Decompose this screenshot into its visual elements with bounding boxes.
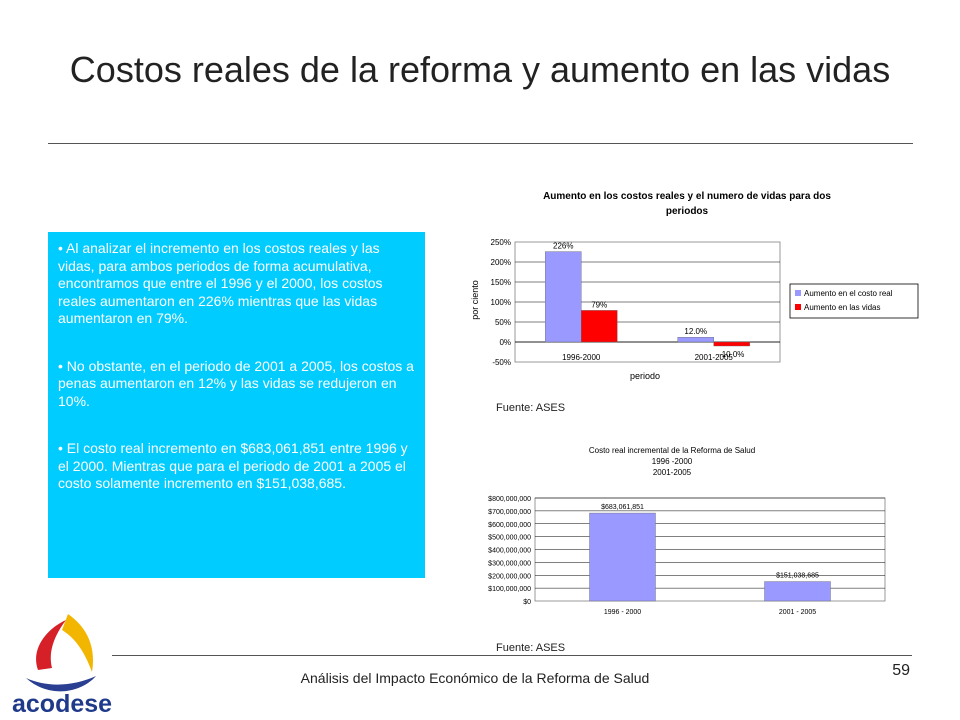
bar: [764, 581, 831, 602]
chart1-ylabel: por ciento: [470, 280, 480, 320]
chart2-subtitle-1: 1996 -2000: [652, 457, 693, 466]
chart2-title: Costo real incremental de la Reforma de …: [589, 446, 755, 455]
chart2-subtitle-2: 2001-2005: [653, 468, 692, 477]
chart1-xlabel: periodo: [630, 371, 660, 381]
data-label: 79%: [591, 300, 607, 309]
bullet-text: • Al analizar el incremento en los costo…: [58, 240, 383, 326]
slide-title: Costos reales de la reforma y aumento en…: [69, 49, 891, 90]
source-note-2: Fuente: ASES: [496, 642, 566, 654]
y-tick-label: $200,000,000: [488, 573, 531, 580]
x-tick-label: 2001-2005: [695, 353, 734, 362]
data-label: $683,061,851: [601, 504, 644, 511]
logo-swoosh-red: [36, 620, 66, 670]
y-tick-label: -50%: [492, 358, 511, 367]
chart1-title-line2: periodos: [666, 206, 709, 217]
chart1-legend: Aumento en el costo real Aumento en las …: [789, 283, 919, 319]
acodese-logo: acodese: [12, 614, 112, 718]
y-tick-label: 150%: [491, 278, 511, 287]
legend-swatch-cost: [795, 290, 801, 296]
y-tick-label: 0%: [499, 338, 511, 347]
y-tick-label: $600,000,000: [488, 522, 531, 529]
y-tick-label: 100%: [491, 298, 511, 307]
chart-percent-increase: Aumento en los costos reales y el numero…: [470, 191, 919, 381]
data-label: $151,038,685: [776, 573, 819, 580]
page-number: 59: [892, 662, 910, 679]
data-label: 226%: [553, 242, 573, 251]
y-tick-label: $300,000,000: [488, 560, 531, 567]
y-tick-label: $500,000,000: [488, 535, 531, 542]
title-divider: [48, 143, 913, 144]
bar: [713, 341, 750, 347]
logo-swoosh-yellow: [62, 614, 93, 672]
y-tick-label: $800,000,000: [488, 496, 531, 503]
bullet-text: • El costo real incremento en $683,061,8…: [58, 440, 408, 491]
y-tick-label: 50%: [495, 318, 511, 327]
bullet-text: • No obstante, en el periodo de 2001 a 2…: [58, 357, 414, 409]
y-tick-label: $100,000,000: [488, 586, 531, 593]
chart-incremental-cost: Costo real incremental de la Reforma de …: [488, 446, 886, 616]
summary-text-box: • Al analizar el incremento en los costo…: [48, 232, 425, 578]
bar: [677, 336, 714, 343]
bar: [581, 310, 618, 343]
data-label: 12.0%: [684, 327, 707, 336]
x-tick-label: 1996 - 2000: [604, 609, 641, 616]
y-tick-label: $0: [523, 599, 531, 606]
bar: [545, 251, 582, 343]
y-tick-label: $700,000,000: [488, 509, 531, 516]
footer-text: Análisis del Impacto Económico de la Ref…: [300, 670, 650, 686]
chart1-title-line1: Aumento en los costos reales y el numero…: [543, 191, 831, 202]
x-tick-label: 2001 - 2005: [779, 609, 816, 616]
logo-wordmark: acodese: [12, 690, 112, 718]
legend-label-lives: Aumento en las vidas: [804, 303, 881, 312]
y-tick-label: $400,000,000: [488, 548, 531, 555]
source-note-1: Fuente: ASES: [496, 402, 566, 414]
logo-swoosh-blue: [26, 676, 96, 692]
legend-swatch-lives: [795, 304, 801, 310]
footer-divider: [112, 655, 912, 656]
x-tick-label: 1996-2000: [562, 353, 601, 362]
bar: [589, 512, 656, 602]
legend-label-cost: Aumento en el costo real: [804, 289, 893, 298]
data-label: -10.0%: [719, 350, 744, 359]
y-tick-label: 200%: [491, 258, 511, 267]
y-tick-label: 250%: [491, 238, 511, 247]
